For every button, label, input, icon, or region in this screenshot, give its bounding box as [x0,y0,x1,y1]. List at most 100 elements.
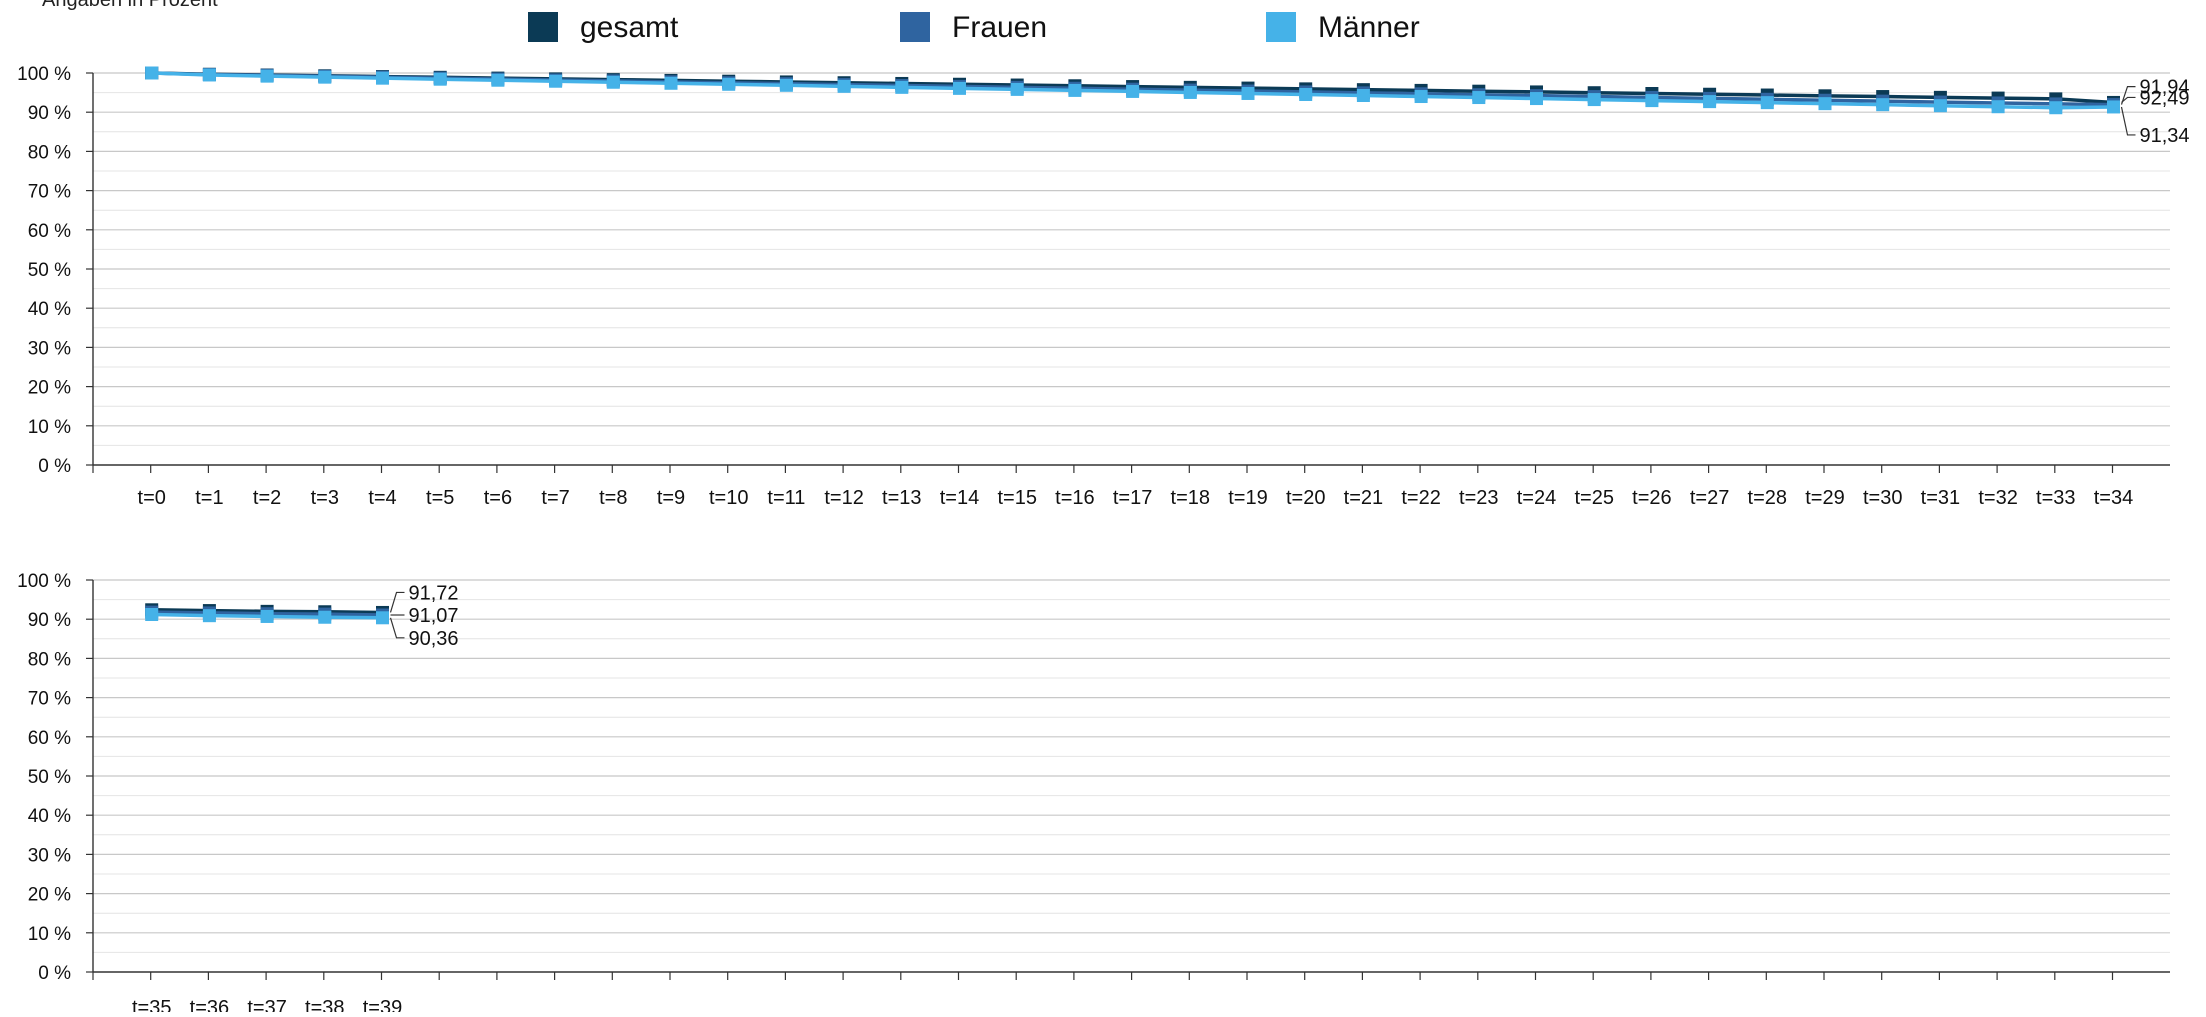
y-tick-label: 40 % [28,299,71,320]
data-point-männer [376,71,389,85]
y-tick-label: 60 % [28,221,71,242]
data-point-männer [260,609,274,623]
x-tick-label: t=21 [1344,487,1383,509]
x-tick-label: t=16 [1055,487,1094,509]
data-point-männer [1876,98,1890,112]
data-label: 90,36 [409,628,459,650]
data-point-männer [318,610,332,624]
data-point-männer [1760,96,1774,110]
data-point-männer [318,70,332,84]
x-tick-label: t=29 [1805,487,1844,509]
x-tick-label: t=32 [1978,487,2017,509]
data-point-männer [145,607,159,621]
leader-line [2120,85,2136,105]
x-tick-label: t=31 [1921,487,1960,509]
data-point-männer [837,79,851,93]
x-tick-label: t=6 [484,487,512,509]
data-point-männer [202,68,216,82]
data-label: 92,49 [2140,87,2190,109]
data-point-männer [1126,84,1140,98]
x-tick-label: t=38 [305,997,344,1012]
data-point-männer [2107,100,2120,114]
y-tick-label: 10 % [28,924,71,945]
data-point-männer [2049,101,2063,115]
y-tick-label: 40 % [28,806,71,827]
data-point-männer [953,81,966,95]
chart-panel-top: 0 % 10 % 20 % 30 % 40 % 50 % 60 % 70 % 80 % 90 % 1… [17,64,2189,509]
x-tick-label: t=24 [1517,487,1556,509]
y-tick-label: 50 % [28,260,71,281]
x-tick-label: t=2 [253,487,281,509]
data-point-männer [491,73,505,87]
data-point-männer [1241,86,1255,100]
legend: gesamt Frauen Männer [528,11,1420,44]
data-point-männer [1356,89,1370,103]
leader-line [389,591,405,613]
legend-swatch-0 [528,12,558,42]
data-point-männer [1991,100,2005,114]
chart-panel-bottom: 0 % 10 % 20 % 30 % 40 % 50 % 60 % 70 % 80 % 90 % 1… [17,571,2170,1017]
data-point-männer [433,72,447,86]
y-tick-label: 80 % [28,142,71,163]
x-tick-label: t=0 [138,487,166,509]
x-tick-label: t=17 [1113,487,1152,509]
x-tick-label: t=10 [709,487,748,509]
x-tick-label: t=7 [541,487,569,509]
x-tick-label: t=35 [132,997,171,1012]
y-tick-label: 70 % [28,689,71,710]
y-tick-label: 100 % [17,571,71,592]
data-point-männer [722,77,736,91]
data-point-männer [202,609,216,623]
x-tick-label: t=18 [1171,487,1210,509]
x-tick-label: t=39 [363,997,402,1012]
data-point-männer [1645,94,1659,108]
x-tick-label: t=15 [997,487,1036,509]
data-point-männer [1068,83,1082,97]
x-tick-label: t=25 [1574,487,1613,509]
data-point-männer [1414,90,1428,104]
x-tick-label: t=4 [368,487,396,509]
x-tick-label: t=12 [824,487,863,509]
x-tick-label: t=27 [1690,487,1729,509]
data-point-männer [895,80,909,94]
x-tick-label: t=5 [426,487,454,509]
data-point-männer [1818,97,1832,111]
y-tick-label: 70 % [28,182,71,203]
x-tick-label: t=11 [767,487,805,509]
data-point-männer [664,76,678,90]
legend-swatch-1 [900,12,930,42]
y-tick-label: 20 % [28,885,71,906]
data-point-männer [1530,92,1543,106]
x-tick-label: t=22 [1401,487,1440,509]
y-tick-label: 10 % [28,417,71,438]
data-point-männer [1933,99,1947,113]
leader-line [2120,106,2136,136]
data-point-männer [606,75,620,89]
x-tick-label: t=13 [882,487,921,509]
x-tick-label: t=23 [1459,487,1498,509]
data-label: 91,07 [409,605,459,627]
legend-label-0: gesamt [580,11,679,44]
x-tick-label: t=33 [2036,487,2075,509]
y-tick-label: 0 % [38,963,71,984]
data-point-männer [1703,95,1717,109]
legend-label-2: Männer [1318,11,1420,44]
data-point-männer [1299,87,1313,101]
unit-note: Angaben in Prozent [42,0,218,11]
y-tick-label: 30 % [28,338,71,359]
x-tick-label: t=20 [1286,487,1325,509]
leader-line [2121,96,2136,103]
y-tick-label: 60 % [28,728,71,749]
data-point-männer [376,611,389,625]
y-tick-label: 90 % [28,103,71,124]
x-tick-label: t=26 [1632,487,1671,509]
legend-swatch-2 [1266,12,1296,42]
x-tick-label: t=9 [657,487,685,509]
x-tick-label: t=37 [247,997,286,1012]
data-point-männer [260,69,274,83]
x-tick-label: t=30 [1863,487,1902,509]
y-tick-label: 90 % [28,610,71,631]
x-tick-label: t=3 [311,487,339,509]
x-tick-label: t=28 [1748,487,1787,509]
